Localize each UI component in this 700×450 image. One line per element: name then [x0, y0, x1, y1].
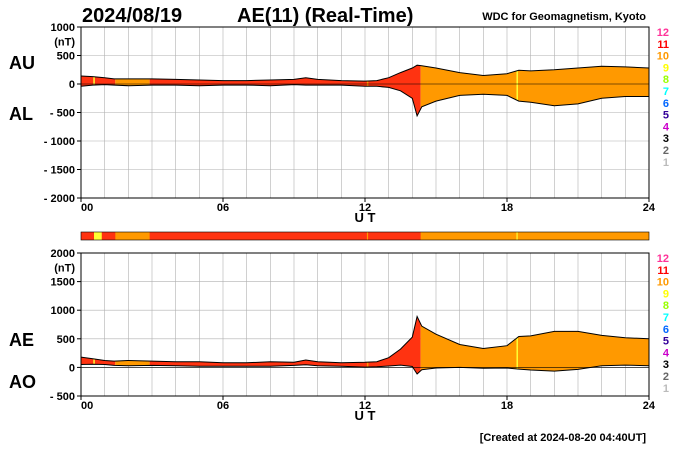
station-legend-12: 12 [657, 27, 669, 39]
x-axis-label: U T [355, 408, 376, 423]
y-tick-label: - 500 [50, 108, 75, 120]
station-legend-2: 2 [663, 371, 669, 383]
station-bar-mark [516, 232, 518, 240]
station-bar-segment [94, 232, 102, 240]
y-tick-label: - 1000 [44, 136, 75, 148]
station-legend-1: 1 [663, 383, 669, 395]
ao-label: AO [9, 372, 36, 392]
x-tick-label: 06 [217, 400, 229, 412]
ae-label: AE [9, 330, 35, 350]
y-tick-label: - 1500 [44, 165, 75, 177]
source-label: WDC for Geomagnetism, Kyoto [482, 11, 646, 23]
x-tick-label: 00 [81, 400, 93, 412]
y-tick-label: 500 [57, 51, 75, 63]
station-legend-4: 4 [663, 347, 670, 359]
station-legend-4: 4 [663, 121, 670, 133]
station-legend-9: 9 [663, 62, 669, 74]
station-legend-8: 8 [663, 74, 669, 86]
station-count-mark [516, 65, 518, 116]
station-legend-3: 3 [663, 133, 669, 145]
y-tick-label: - 2000 [44, 193, 75, 205]
station-legend-7: 7 [663, 86, 669, 98]
series-line-al [80, 84, 649, 118]
station-count-mark [516, 316, 518, 374]
station-legend-11: 11 [657, 265, 669, 277]
y-tick-label: - 500 [50, 391, 75, 403]
x-tick-label: 00 [81, 202, 93, 214]
station-legend-6: 6 [663, 324, 669, 336]
station-legend-3: 3 [663, 359, 669, 371]
station-bar-frame [80, 231, 650, 241]
series-line-au [80, 64, 650, 82]
y-tick-label: 2000 [51, 248, 75, 260]
x-axis-label: U T [355, 210, 376, 225]
index-title: AE(11) (Real-Time) [237, 5, 414, 27]
x-tick-label: 12 [359, 400, 371, 412]
y-unit-label: (nT) [54, 36, 75, 48]
station-legend-5: 5 [663, 110, 669, 122]
x-tick-label: 24 [643, 202, 656, 214]
station-legend-9: 9 [663, 288, 669, 300]
station-legend-11: 11 [657, 39, 669, 51]
station-bar-segment [81, 232, 95, 240]
station-legend-10: 10 [657, 51, 669, 63]
x-tick-label: 12 [359, 202, 371, 214]
station-bar-segment [149, 232, 421, 240]
al-label: AL [9, 104, 33, 124]
station-legend-8: 8 [663, 300, 669, 312]
created-footer: [Created at 2024-08-20 04:40UT] [479, 432, 646, 444]
series-line-ae [80, 315, 650, 364]
x-tick-label: 24 [643, 400, 656, 412]
au-label: AU [9, 53, 35, 73]
station-legend-7: 7 [663, 312, 669, 324]
y-tick-label: 0 [69, 362, 75, 374]
station-legend-1: 1 [663, 157, 669, 169]
y-tick-label: 1000 [51, 22, 75, 34]
station-legend-12: 12 [657, 253, 669, 265]
x-tick-label: 06 [217, 202, 229, 214]
y-tick-label: 1500 [51, 277, 75, 289]
station-legend-5: 5 [663, 336, 669, 348]
series-line-ao [80, 363, 650, 375]
station-legend-10: 10 [657, 277, 669, 289]
y-tick-label: 1000 [51, 305, 75, 317]
date-title: 2024/08/19 [82, 5, 183, 27]
x-tick-label: 18 [501, 400, 513, 412]
station-legend-2: 2 [663, 145, 669, 157]
y-unit-label: (nT) [54, 262, 75, 274]
x-tick-label: 18 [501, 202, 513, 214]
station-legend-6: 6 [663, 98, 669, 110]
y-tick-label: 0 [69, 79, 75, 91]
y-tick-label: 500 [57, 334, 75, 346]
station-bar-segment [101, 232, 116, 240]
station-bar-mark [366, 232, 369, 240]
